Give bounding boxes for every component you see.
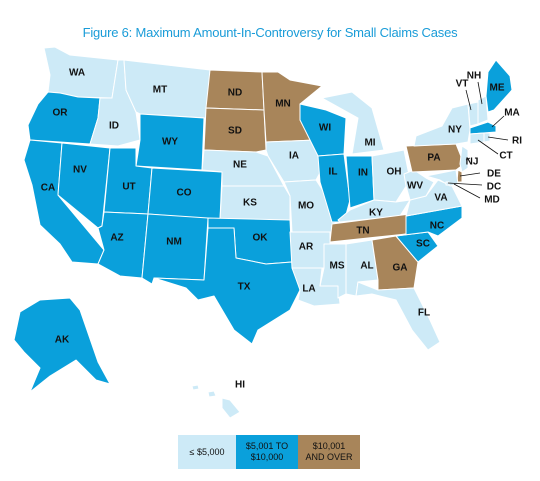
leader-nh [477, 81, 483, 105]
label-ia: IA [289, 151, 299, 162]
label-oh: OH [387, 167, 402, 178]
leader-vt [465, 89, 472, 111]
state-labels: WA OR CA NV ID MT WY UT CO AZ NM ND SD N… [41, 68, 522, 391]
state-ak[interactable] [13, 297, 111, 393]
label-ak: AK [55, 335, 70, 346]
label-ri: RI [512, 136, 522, 147]
label-or: OR [53, 108, 69, 119]
label-de: DE [487, 169, 501, 180]
label-wi: WI [319, 123, 331, 134]
label-tx: TX [238, 282, 251, 293]
state-nh[interactable] [477, 95, 489, 125]
legend-high-line2: AND OVER [305, 452, 353, 462]
state-fl[interactable] [355, 281, 441, 351]
label-ca: CA [41, 183, 55, 194]
label-id: ID [109, 121, 119, 132]
label-dc: DC [487, 182, 501, 193]
label-nj: NJ [466, 157, 479, 168]
legend-mid-line1: $5,001 TO [245, 441, 289, 451]
label-nd: ND [228, 88, 242, 99]
leader-md [453, 183, 481, 199]
state-dc[interactable] [445, 181, 450, 186]
label-nv: NV [73, 165, 87, 176]
state-me[interactable] [485, 59, 513, 113]
state-la[interactable] [291, 267, 341, 307]
state-ks[interactable] [219, 185, 291, 221]
legend-mid-label: $5,001 TO $10,000 [246, 441, 288, 463]
label-va: VA [434, 193, 447, 204]
state-nj[interactable] [459, 145, 469, 173]
label-wv: WV [407, 181, 423, 192]
state-wy[interactable] [135, 113, 205, 171]
state-md[interactable] [425, 169, 459, 187]
label-nh: NH [467, 71, 481, 82]
state-tx[interactable] [153, 227, 301, 345]
state-nm[interactable] [141, 213, 209, 285]
label-ms: MS [330, 261, 345, 272]
label-ky: KY [369, 208, 383, 219]
leader-nj [465, 157, 471, 161]
leader-ct [477, 139, 499, 155]
label-fl: FL [418, 308, 430, 319]
label-pa: PA [427, 153, 440, 164]
legend-high-label: $10,001 AND OVER [305, 441, 352, 463]
label-ks: KS [243, 198, 257, 209]
label-sd: SD [228, 126, 242, 137]
label-co: CO [177, 188, 192, 199]
label-ok: OK [253, 233, 269, 244]
label-nm: NM [166, 237, 182, 248]
label-wy: WY [162, 137, 178, 148]
state-az[interactable] [97, 211, 149, 279]
legend-mid: $5,001 TO $10,000 [236, 435, 298, 469]
label-mt: MT [153, 85, 167, 96]
label-ar: AR [299, 242, 314, 253]
label-az: AZ [110, 233, 123, 244]
label-sc: SC [416, 239, 430, 250]
state-ri[interactable] [483, 132, 491, 143]
state-shapes [13, 46, 513, 419]
label-il: IL [329, 167, 338, 178]
state-mi[interactable] [321, 91, 385, 155]
label-me: ME [490, 83, 505, 94]
legend-high-line1: $10,001 [312, 441, 346, 451]
label-wa: WA [69, 68, 85, 79]
label-ne: NE [233, 160, 247, 171]
label-ct: CT [499, 151, 512, 162]
label-mn: MN [275, 99, 291, 110]
label-ga: GA [393, 263, 408, 274]
legend-mid-line2: $10,000 [250, 452, 284, 462]
state-oh[interactable] [371, 149, 411, 203]
label-in: IN [358, 168, 368, 179]
leader-de [459, 172, 481, 177]
label-hi: HI [235, 380, 245, 391]
label-md: MD [484, 195, 500, 206]
label-la: LA [302, 284, 315, 295]
legend-high: $10,001 AND OVER [298, 435, 360, 469]
state-hi[interactable] [191, 384, 241, 419]
legend: ≤ $5,000 $5,001 TO $10,000 $10,001 AND O… [178, 435, 360, 469]
leader-ri [487, 136, 509, 141]
label-al: AL [360, 261, 373, 272]
label-ut: UT [122, 182, 135, 193]
label-vt: VT [456, 79, 469, 90]
leader-dc [447, 182, 483, 186]
state-ma[interactable] [469, 121, 497, 135]
label-ny: NY [448, 125, 462, 136]
label-mo: MO [298, 201, 314, 212]
leader-lines [447, 81, 509, 199]
state-in[interactable] [345, 155, 375, 209]
legend-low-label: ≤ $5,000 [189, 446, 225, 457]
label-mi: MI [364, 138, 375, 149]
label-ma: MA [504, 108, 520, 119]
leader-ma [491, 115, 505, 128]
label-tn: TN [356, 226, 369, 237]
legend-low: ≤ $5,000 [178, 435, 236, 469]
state-sd[interactable] [203, 107, 267, 153]
state-nc[interactable] [395, 205, 463, 237]
label-nc: NC [430, 221, 444, 232]
map-title: Figure 6: Maximum Amount-In-Controversy … [82, 25, 458, 40]
